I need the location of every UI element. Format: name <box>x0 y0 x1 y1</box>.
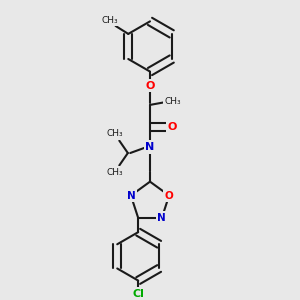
Text: CH₃: CH₃ <box>164 98 181 106</box>
Text: CH₃: CH₃ <box>101 16 118 25</box>
Text: N: N <box>127 190 135 200</box>
Text: O: O <box>165 190 173 200</box>
Text: N: N <box>146 142 154 152</box>
Text: O: O <box>145 81 155 91</box>
Text: CH₃: CH₃ <box>106 129 123 138</box>
Text: Cl: Cl <box>132 289 144 299</box>
Text: O: O <box>167 122 177 132</box>
Text: CH₃: CH₃ <box>106 168 123 177</box>
Text: N: N <box>158 213 166 223</box>
